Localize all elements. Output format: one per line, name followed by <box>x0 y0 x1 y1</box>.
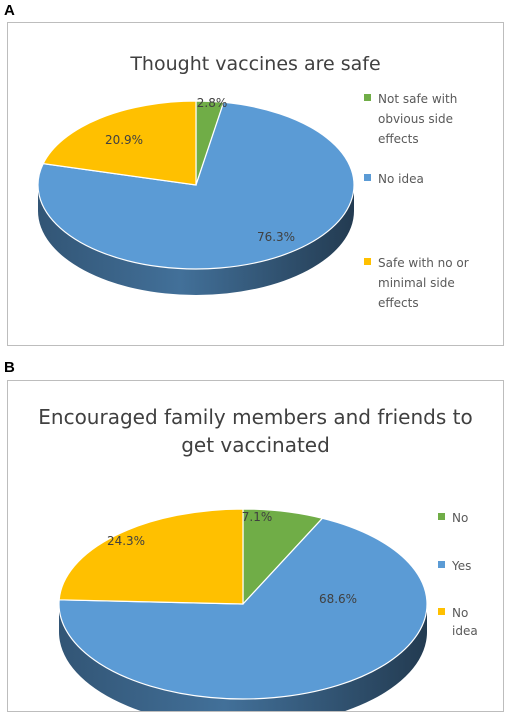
chart-a-data-label: 76.3% <box>257 230 295 244</box>
chart-a-legend-label: effects <box>378 296 419 310</box>
chart-b-legend-swatch <box>438 513 445 520</box>
chart-b-legend-swatch <box>438 608 445 615</box>
chart-a-container: Thought vaccines are safe 2.8% 76.3% 20.9%… <box>7 22 504 346</box>
chart-a-slice <box>42 100 197 186</box>
chart-a-data-label: 2.8% <box>197 96 228 110</box>
chart-a-slice <box>37 101 355 270</box>
chart-a-legend-swatch <box>364 258 371 265</box>
chart-b-legend-swatch <box>438 561 445 568</box>
chart-a-data-label: 20.9% <box>105 133 143 147</box>
chart-b-title-line2: get vaccinated <box>181 433 330 457</box>
chart-a-pie-side <box>38 185 354 295</box>
chart-a-legend-swatch <box>364 174 371 181</box>
chart-b-data-label: 24.3% <box>107 534 145 548</box>
panel-a-letter: A <box>4 2 15 19</box>
chart-a-legend-label: Safe with no or <box>378 256 469 270</box>
chart-b-slice <box>58 508 244 605</box>
chart-a-legend-label: No idea <box>378 172 424 186</box>
chart-a-legend-swatch <box>364 94 371 101</box>
chart-b-title-line1: Encouraged family members and friends to <box>38 405 473 429</box>
chart-a-legend-label: obvious side <box>378 112 453 126</box>
chart-b-legend-label: No <box>452 511 468 525</box>
chart-b-slice <box>58 517 428 700</box>
chart-a-title: Thought vaccines are safe <box>130 53 381 75</box>
chart-b-legend-label: Yes <box>451 559 471 573</box>
panel-b-letter: B <box>4 359 15 376</box>
chart-b-legend-label: idea <box>452 624 478 638</box>
chart-b-data-label: 7.1% <box>242 510 273 524</box>
chart-a-slice-side <box>38 185 354 295</box>
chart-b-data-label: 68.6% <box>319 592 357 606</box>
chart-a-legend-label: Not safe with <box>378 92 457 106</box>
chart-b-svg: 7.1% 68.6% 24.3% No Yes No idea <box>58 508 478 711</box>
chart-a-legend-label: minimal side <box>378 276 455 290</box>
chart-b-legend-label: No <box>452 606 468 620</box>
chart-a-pie-top <box>37 100 355 270</box>
chart-b-container: Encouraged family members and friends to… <box>7 380 504 712</box>
chart-b-title: Encouraged family members and friends to… <box>8 403 503 459</box>
chart-b-pie-top <box>58 508 428 700</box>
chart-a-svg: 2.8% 76.3% 20.9% Not safe with obvious side e… <box>37 92 469 310</box>
chart-a-legend-label: effects <box>378 132 419 146</box>
